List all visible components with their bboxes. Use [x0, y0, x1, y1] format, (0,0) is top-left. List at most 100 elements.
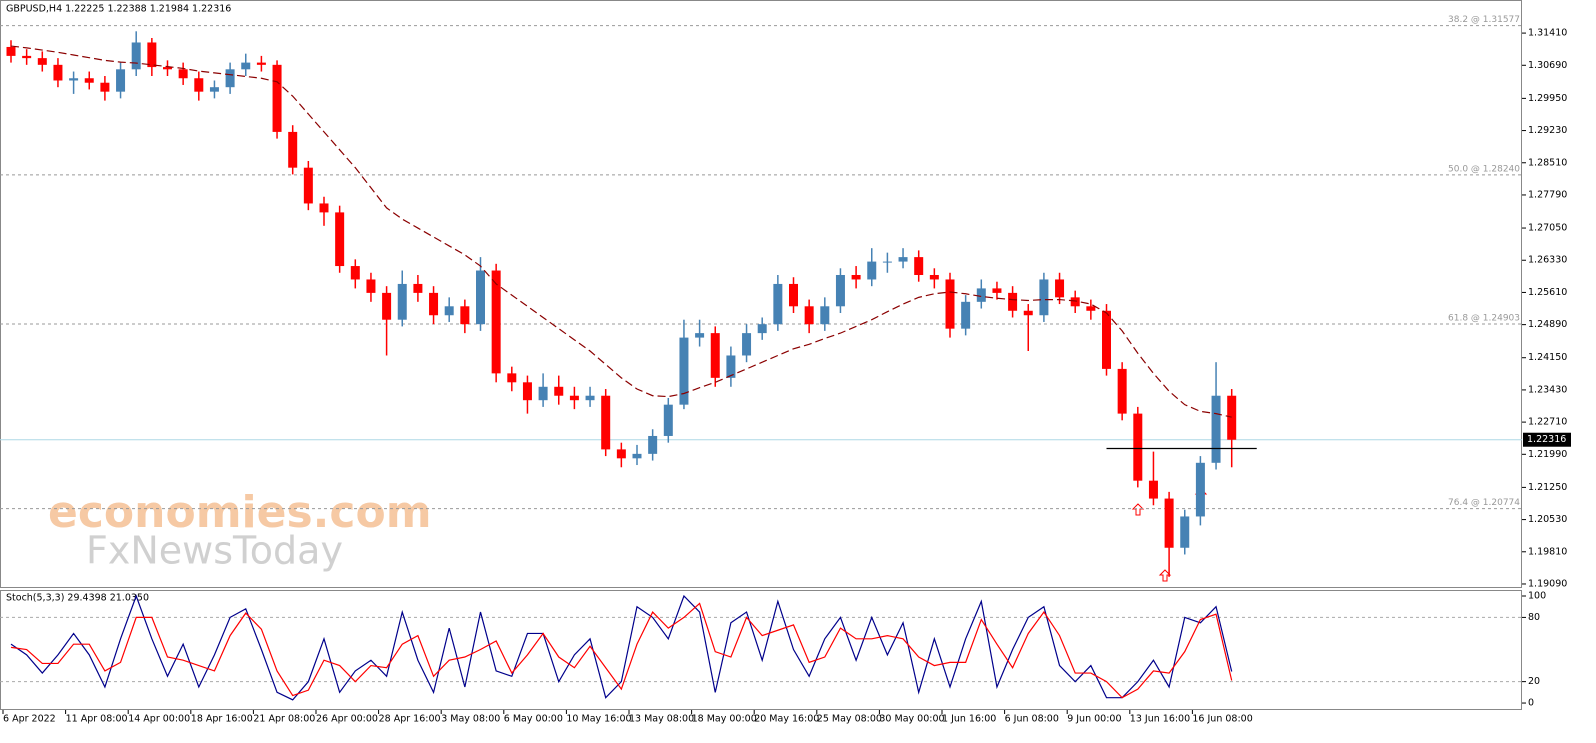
candle-body — [256, 62, 266, 65]
x-tick-label: 25 May 08:00 — [817, 714, 882, 725]
indicator-title: Stoch(5,3,3) 29.4398 21.0350 — [6, 593, 149, 604]
candle-body — [554, 386, 564, 396]
fib-label: 50.0 @ 1.28240 — [1448, 164, 1520, 174]
candle-body — [413, 283, 423, 293]
x-tick-label: 3 May 08:00 — [441, 714, 500, 725]
candle-body — [382, 292, 392, 320]
stoch-panel-border — [0, 590, 1522, 710]
candle-body — [147, 42, 157, 68]
fib-label: 38.2 @ 1.31577 — [1448, 15, 1520, 25]
candle-body — [898, 257, 908, 262]
stoch-line — [10, 594, 1233, 701]
candle-body — [992, 288, 1002, 293]
y-tick-label: 100 — [1528, 590, 1546, 601]
candle-body — [929, 274, 939, 280]
candle-body — [945, 279, 955, 329]
candle-body — [882, 261, 892, 263]
candle-body — [1164, 498, 1174, 548]
candle-body — [507, 373, 517, 383]
current-price-label: 1.22316 — [1527, 434, 1566, 445]
candle-body — [663, 404, 673, 436]
x-tick-label: 10 May 16:00 — [566, 714, 631, 725]
candle-body — [319, 203, 329, 213]
candle-body — [1148, 480, 1158, 499]
y-tick-label: 1.29230 — [1528, 125, 1567, 136]
x-tick-label: 1 Jun 16:00 — [942, 714, 996, 725]
candle-body — [710, 333, 720, 378]
candle-body — [585, 395, 595, 401]
chart-title: GBPUSD,H4 1.22225 1.22388 1.21984 1.2231… — [6, 4, 231, 15]
x-tick-label: 14 Apr 00:00 — [128, 714, 190, 725]
candle-body — [84, 78, 94, 83]
y-tick-label: 1.29950 — [1528, 93, 1567, 104]
x-tick-label: 16 Jun 08:00 — [1192, 714, 1252, 725]
candle-body — [1070, 297, 1080, 307]
y-tick-label: 1.27050 — [1528, 223, 1567, 234]
candle-body — [460, 306, 470, 325]
candle-body — [867, 261, 877, 280]
candle-body — [397, 283, 407, 320]
x-tick-label: 18 May 00:00 — [692, 714, 757, 725]
x-tick-label: 20 May 16:00 — [754, 714, 819, 725]
candle-body — [835, 274, 845, 307]
x-tick-label: 28 Apr 16:00 — [379, 714, 441, 725]
candle-body — [851, 274, 861, 280]
stoch-line — [10, 602, 1233, 699]
candle-body — [272, 64, 282, 132]
candle-body — [538, 386, 548, 401]
candle-body — [522, 382, 532, 401]
watermark: FxNewsToday — [86, 529, 343, 573]
candle-body — [444, 306, 454, 316]
candle-body — [961, 301, 971, 329]
candle-body — [366, 279, 376, 293]
candle-body — [804, 306, 814, 325]
candle-body — [22, 55, 32, 59]
candle-body — [648, 435, 658, 454]
candle-body — [225, 69, 235, 88]
y-tick-label: 1.22710 — [1528, 417, 1567, 428]
x-tick-label: 13 Jun 16:00 — [1130, 714, 1190, 725]
fib-label: 61.8 @ 1.24903 — [1448, 314, 1520, 324]
candle-body — [209, 87, 219, 92]
candle-body — [616, 449, 626, 459]
y-tick-label: 1.25610 — [1528, 287, 1567, 298]
candle-body — [100, 82, 110, 92]
main-panel-border — [0, 0, 1522, 588]
x-tick-label: 11 Apr 08:00 — [66, 714, 128, 725]
x-tick-label: 6 May 00:00 — [504, 714, 563, 725]
x-tick-label: 26 Apr 00:00 — [316, 714, 378, 725]
candle-body — [632, 453, 642, 459]
candle-body — [288, 131, 298, 168]
candle-body — [1195, 462, 1205, 517]
candle-body — [53, 64, 63, 81]
x-tick-label: 30 May 00:00 — [879, 714, 944, 725]
candle-body — [37, 58, 47, 65]
watermark: economies.com — [48, 487, 432, 538]
candle-body — [476, 270, 485, 325]
candle-body — [131, 42, 141, 70]
candle-body — [1102, 310, 1111, 369]
y-tick-label: 1.20530 — [1528, 514, 1567, 525]
x-tick-label: 9 Jun 00:00 — [1067, 714, 1121, 725]
candle-body — [695, 333, 705, 338]
candle-body — [69, 78, 79, 81]
candle-body — [1133, 413, 1143, 481]
candle-body — [773, 283, 783, 325]
y-tick-label: 80 — [1528, 612, 1540, 623]
candle-body — [742, 333, 752, 356]
candle-body — [679, 337, 689, 405]
y-tick-label: 1.23430 — [1528, 384, 1567, 395]
candle-body — [194, 78, 204, 92]
candle-body — [757, 324, 767, 334]
candle-body — [303, 167, 313, 204]
candle-body — [601, 395, 611, 450]
y-tick-label: 0 — [1528, 698, 1534, 709]
y-tick-label: 1.24150 — [1528, 352, 1567, 363]
candle-body — [429, 292, 439, 316]
x-tick-label: 6 Jun 08:00 — [1005, 714, 1059, 725]
candle-body — [1211, 395, 1221, 463]
y-tick-label: 1.21250 — [1528, 482, 1567, 493]
candle-body — [569, 395, 579, 401]
y-tick-label: 1.31410 — [1528, 28, 1567, 39]
